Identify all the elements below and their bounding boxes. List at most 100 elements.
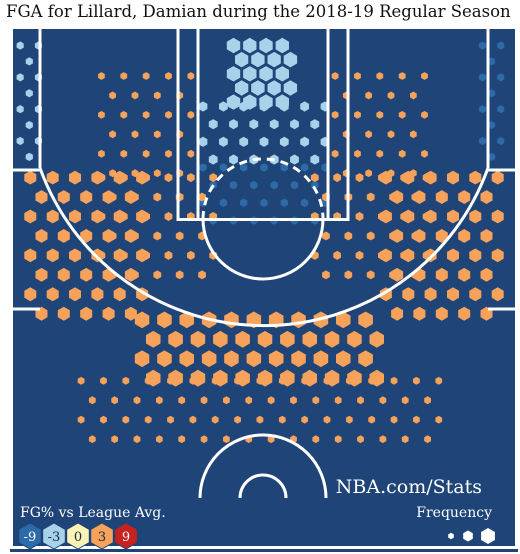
- hex-bin-deep-three: [88, 435, 96, 444]
- hex-bin-left-wing-three: [80, 229, 93, 243]
- hex-bin-short-midrange-right: [387, 91, 395, 100]
- hex-bin-deep-three: [178, 396, 186, 405]
- center-circle: [198, 433, 328, 499]
- hex-bin-right-wing-three: [413, 190, 426, 204]
- frequency-legend-scale: [448, 528, 495, 544]
- fg-legend-swatch: [66, 522, 90, 550]
- hex-bin-left-corner-three: [25, 152, 33, 161]
- hex-bin-deep-three: [413, 415, 420, 424]
- hex-bin-deep-three: [290, 396, 297, 405]
- hex-bin-right-wing-three: [379, 209, 392, 224]
- hex-bin-deep-three: [346, 376, 353, 385]
- hex-bin-elbow-right: [322, 231, 330, 241]
- hex-bin-short-midrange-left: [153, 169, 161, 178]
- hex-bin-short-midrange-right: [398, 111, 406, 119]
- hex-bin-right-wing-three: [491, 248, 504, 263]
- hex-bin-short-midrange-left: [131, 91, 139, 100]
- hex-bin-right-corner-three: [497, 136, 505, 146]
- hex-bin-deep-three: [167, 376, 174, 385]
- hex-bin-short-midrange-left: [131, 130, 139, 139]
- hex-bin-right-wing-three: [435, 229, 448, 243]
- hex-bin-top-key-three: [336, 350, 351, 368]
- hex-bin-elbow-right: [355, 173, 364, 183]
- hex-bin-short-midrange-right: [410, 91, 417, 100]
- hex-bin-restricted-area: [267, 51, 281, 68]
- paint-inner: [196, 26, 330, 221]
- hex-bin-elbow-right: [310, 173, 319, 183]
- hex-bin-paint-low: [239, 101, 249, 112]
- hex-bin-deep-three: [267, 396, 275, 405]
- hex-bin-right-wing-three: [402, 287, 415, 302]
- hex-bin-elbow-left: [187, 173, 195, 183]
- hex-bin-deep-three: [357, 396, 364, 405]
- hex-bin-right-wing-three: [379, 248, 392, 263]
- hex-bin-top-key-three: [179, 311, 194, 329]
- hex-bin-short-midrange-right: [354, 111, 361, 119]
- hex-bin-right-wing-three: [435, 306, 448, 321]
- hex-bin-elbow-right: [333, 173, 341, 183]
- hex-bin-right-corner-three: [478, 136, 486, 146]
- hex-bin-short-midrange-right: [331, 111, 339, 119]
- fg-legend-swatch: [18, 522, 42, 550]
- hex-bin-left-wing-three: [35, 229, 48, 243]
- hex-bin-right-wing-three: [458, 267, 471, 282]
- hex-bin-paint-high: [270, 180, 278, 190]
- hex-bin-top-key-three: [302, 330, 317, 348]
- hex-bin-top-key-three: [246, 350, 262, 368]
- hex-bin-left-wing-three: [46, 287, 59, 302]
- hex-bin-right-corner-three: [497, 73, 505, 82]
- hex-bin-deep-three: [368, 415, 376, 424]
- hex-bin-paint-low: [290, 154, 299, 165]
- hex-bin-paint-low: [259, 101, 269, 112]
- hex-bin-right-wing-three: [480, 229, 493, 243]
- hex-bin-top-key-three: [280, 330, 295, 348]
- hex-bin-top-key-three: [213, 330, 228, 348]
- hex-bin-deep-three: [111, 435, 118, 444]
- hex-bin-left-wing-three: [80, 306, 93, 321]
- hex-bin-left-wing-three: [46, 248, 59, 263]
- hex-bin-right-wing-three: [402, 209, 415, 224]
- frequency-legend-title: Frequency: [416, 505, 492, 521]
- hex-bin-right-wing-three: [391, 190, 404, 204]
- hex-bin-deep-three: [200, 435, 208, 444]
- hex-bin-deep-three: [390, 415, 398, 424]
- hex-bin-top-key-three: [134, 311, 150, 329]
- hex-bin-short-midrange-left: [153, 91, 161, 100]
- hex-bin-deep-three: [189, 415, 197, 424]
- hex-bin-left-wing-three: [57, 229, 70, 243]
- hex-bin-short-midrange-left: [165, 149, 172, 158]
- hex-bin-paint-low: [249, 119, 259, 130]
- hex-bin-paint-low: [279, 101, 289, 112]
- hex-bin-top-key-three: [358, 350, 373, 368]
- hex-bin-left-wing-three: [91, 209, 104, 224]
- hex-bin-short-midrange-left: [187, 72, 195, 80]
- hex-bin-top-key-three: [268, 350, 284, 368]
- fg-legend-scale: -9 -3 0 3 9: [18, 522, 138, 550]
- hex-bin-right-wing-three: [491, 209, 504, 224]
- hex-bin-right-wing-three: [469, 287, 482, 302]
- hex-bin-right-corner-three: [488, 152, 496, 161]
- hex-bin-paint-low: [310, 119, 320, 130]
- hex-bin-left-wing-three: [57, 306, 70, 321]
- chart-title: FGA for Lillard, Damian during the 2018-…: [6, 2, 511, 21]
- hex-bin-left-wing-three: [57, 190, 70, 204]
- fg-legend-tick: 0: [74, 530, 82, 545]
- hex-bin-deep-three: [122, 376, 130, 385]
- hex-bin-left-wing-three: [46, 209, 59, 224]
- hex-bin-short-midrange-right: [421, 72, 428, 80]
- hex-bin-top-key-three: [134, 350, 150, 368]
- hex-bin-right-wing-three: [435, 190, 448, 204]
- hex-bin-right-corner-three: [497, 41, 505, 50]
- hex-bin-restricted-area: [259, 66, 273, 82]
- hex-bin-top-key-three: [179, 350, 194, 368]
- hex-bin-elbow-left: [153, 231, 162, 241]
- hex-bin-right-wing-three: [424, 170, 437, 185]
- corner-three-lines: [38, 27, 490, 168]
- hex-bin-short-midrange-left: [187, 111, 195, 119]
- hex-bin-paint-low: [229, 119, 238, 130]
- hex-bin-left-wing-three: [69, 170, 81, 185]
- hex-bin-left-wing-three: [35, 190, 48, 204]
- hex-bin-paint-high: [250, 180, 258, 190]
- hex-bin-right-wing-three: [458, 229, 471, 243]
- hex-bin-right-corner-three: [488, 89, 496, 98]
